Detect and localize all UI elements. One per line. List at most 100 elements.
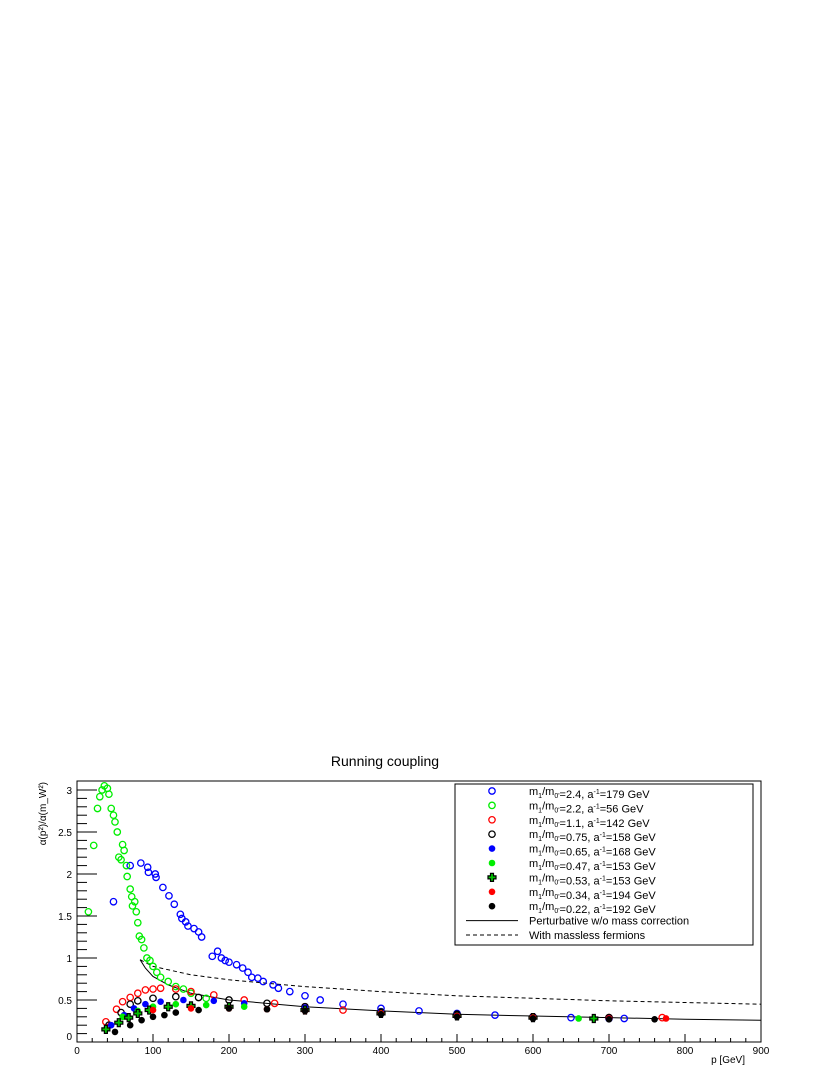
data-point-series-8 [605,1016,613,1023]
y-axis-label-text: α(p²)/α(m_W²) [38,782,49,845]
data-point-series-8 [377,1010,385,1018]
data-point-series-1 [122,861,131,870]
legend-marker-8 [488,902,496,910]
data-point-series-4 [210,997,218,1005]
data-point-series-0 [259,977,268,986]
legend-label-line-1: With massless fermions [529,930,646,942]
data-point-series-1 [120,846,128,855]
data-point-series-1 [146,956,154,965]
data-point-series-0 [165,891,173,900]
x-tick-label: 700 [601,1046,618,1057]
data-point-series-1 [107,804,116,813]
data-point-series-1 [105,790,113,799]
data-point-series-1 [117,855,125,864]
y-tick-label: 0 [66,1032,72,1043]
x-tick-label: 300 [297,1046,314,1057]
data-point-series-2 [339,1006,347,1014]
data-point-series-8 [138,1016,145,1024]
data-point-series-8 [126,1021,134,1029]
data-point-series-4 [107,1021,115,1029]
legend-label-line-0: Perturbative w/o mass correction [529,916,689,928]
data-point-series-0 [285,987,294,996]
data-point-series-0 [181,918,190,926]
legend-marker-7 [488,888,496,896]
legend-marker-1 [488,801,496,810]
x-tick-label: 600 [525,1046,542,1057]
data-point-series-4 [180,996,187,1004]
legend-label-7: m1/m0'=0.34, a-1=194 GeV [529,887,656,902]
data-point-series-2 [156,984,165,993]
plot-frame [76,780,762,1043]
data-point-series-0 [274,984,283,993]
y-tick-label: 0.5 [58,996,72,1007]
legend-marker-3 [488,830,496,839]
data-point-series-8 [529,1015,537,1022]
data-point-series-0 [170,900,179,909]
data-point-series-0 [238,964,247,972]
data-point-series-0 [221,956,230,965]
data-point-series-3 [126,1000,135,1009]
legend-label-5: m1/m0'=0.47, a-1=153 GeV [529,858,656,873]
data-point-series-0 [247,973,256,982]
legend-marker-2 [488,815,496,824]
data-point-series-1 [84,907,93,916]
data-point-series-0 [126,861,135,870]
data-point-series-8 [263,1005,271,1013]
data-point-series-8 [651,1016,658,1023]
legend-marker-6 [487,872,497,882]
data-point-series-0 [136,859,145,867]
data-point-series-2 [118,997,127,1006]
data-point-series-0 [159,883,167,892]
data-point-series-8 [195,1006,202,1014]
x-tick-label: 900 [753,1046,770,1057]
data-point-series-7 [187,1005,195,1012]
series-line-1 [139,959,762,1005]
series-line-0 [139,959,762,1021]
data-point-series-0 [254,974,262,983]
legend-label-6: m1/m0'=0.53, a-1=153 GeV [529,872,656,887]
data-point-series-6 [133,1008,143,1019]
data-point-series-3 [171,992,180,1001]
x-tick-label: 100 [145,1046,162,1057]
data-point-series-2 [187,987,195,996]
axes: 0 100 200 300 400 500 600 700 800 900 0 0.5 1 1.5 2 2.5… [58,786,770,1057]
data-point-series-0 [144,868,153,877]
data-point-series-3 [133,996,142,1005]
legend-label-1: m1/m0'=2.2, a-1=56 GeV [529,800,644,815]
data-point-series-0 [491,1011,499,1019]
data-point-series-0 [143,863,152,872]
data-point-series-1 [126,885,135,893]
data-point-series-8 [161,1011,168,1019]
data-point-series-8 [172,1009,180,1016]
legend-marker-4 [488,845,496,852]
chart-title: Running coupling [331,753,439,769]
data-point-series-8 [453,1013,461,1021]
data-point-series-1 [171,982,180,991]
data-point-series-1 [109,811,118,820]
data-point-series-5 [575,1015,582,1022]
data-point-series-2 [171,985,180,993]
data-point-series-1 [130,897,139,906]
data-point-series-6 [124,1013,134,1023]
data-point-series-0 [208,952,217,961]
data-point-series-5 [172,1000,180,1008]
legend-label-3: m1/m0'=0.75, a-1=158 GeV [529,829,656,844]
data-point-series-0 [225,958,233,967]
data-point-series-3 [194,993,203,1002]
data-point-series-0 [151,870,160,878]
data-point-series-1 [132,907,141,916]
legend-label-2: m1/m0'=1.1, a-1=142 GeV [529,815,650,830]
y-tick-label: 1.5 [58,912,72,923]
data-point-series-5 [202,1001,210,1009]
data-point-series-0 [197,933,206,941]
data-point-series-1 [152,968,161,977]
data-point-series-8 [111,1028,119,1036]
data-point-series-0 [232,960,241,969]
y-tick-label: 2.5 [58,828,72,839]
data-point-series-1 [137,935,146,944]
legend-marker-0 [488,787,496,795]
data-point-series-0 [415,1007,423,1015]
data-point-series-5 [240,1003,248,1011]
